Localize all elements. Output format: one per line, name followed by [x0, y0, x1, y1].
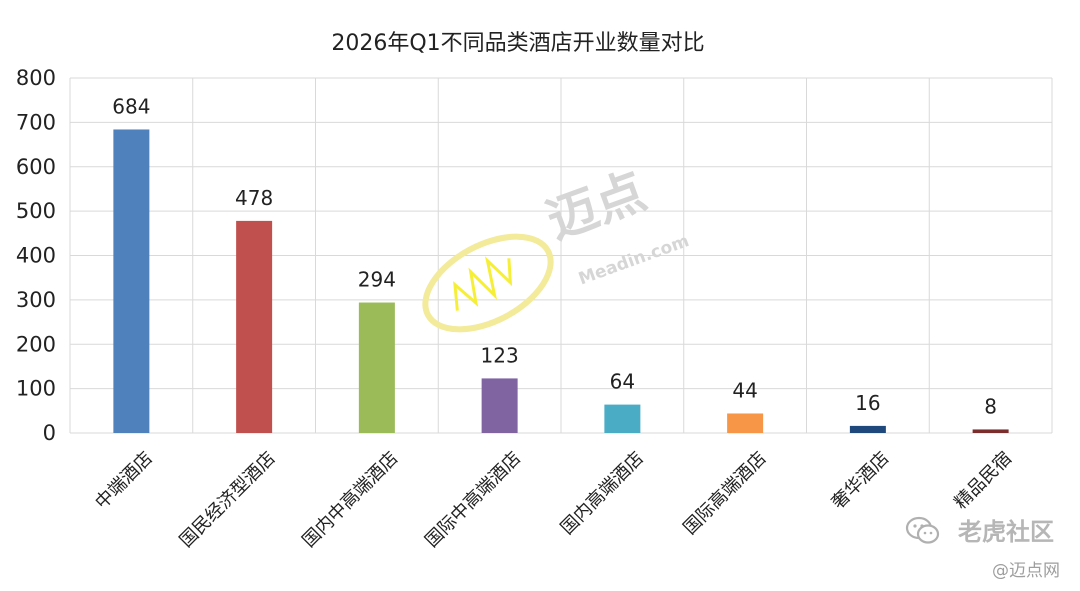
bar	[604, 404, 641, 433]
y-tick-label: 200	[16, 332, 56, 356]
data-label: 44	[732, 378, 757, 402]
data-label: 684	[112, 94, 150, 118]
bar	[972, 429, 1009, 433]
x-tick-label: 国民经济型酒店	[176, 448, 280, 552]
x-tick-label: 国际中高端酒店	[421, 448, 525, 552]
y-axis: 0 100 200 300 400 500 600 700 800	[16, 66, 56, 445]
x-tick-label: 精品民宿	[950, 448, 1016, 514]
x-tick-label: 国内中高端酒店	[298, 448, 402, 552]
x-tick-label: 国际高端酒店	[679, 448, 770, 539]
x-tick-label: 国内高端酒店	[557, 448, 648, 539]
bar	[727, 413, 764, 433]
y-tick-label: 100	[16, 377, 56, 401]
watermark-brand: 迈点	[540, 162, 654, 251]
bar	[481, 378, 518, 433]
bar	[113, 129, 150, 433]
y-tick-label: 400	[16, 244, 56, 268]
x-tick-label: 中端酒店	[91, 448, 157, 514]
y-tick-label: 800	[16, 66, 56, 90]
y-tick-label: 0	[43, 421, 56, 445]
x-axis: 中端酒店 国民经济型酒店 国内中高端酒店 国际中高端酒店 国内高端酒店 国际高端酒店 奢华酒…	[91, 448, 1016, 552]
data-label: 478	[235, 186, 273, 210]
y-tick-label: 500	[16, 199, 56, 223]
footer-community-label: 老虎社区	[958, 518, 1054, 546]
bar	[849, 425, 886, 433]
meadin-logo-icon	[422, 233, 554, 333]
footer-source-label: @迈点网	[992, 561, 1060, 581]
data-labels: 684 478 294 123 64 44 16 8	[112, 94, 997, 418]
data-label: 8	[984, 394, 997, 418]
bar	[236, 220, 273, 433]
data-label: 294	[358, 268, 396, 292]
y-tick-label: 300	[16, 288, 56, 312]
data-label: 64	[610, 370, 635, 394]
y-tick-label: 700	[16, 110, 56, 134]
watermark-domain: Meadin.com	[576, 231, 692, 289]
bars	[113, 129, 1009, 433]
chart-title: 2026年Q1不同品类酒店开业数量对比	[331, 31, 704, 56]
data-label: 16	[855, 391, 880, 415]
wechat-icon	[905, 516, 940, 544]
gridlines	[69, 77, 1053, 434]
data-label: 123	[481, 343, 519, 367]
y-tick-label: 600	[16, 155, 56, 179]
bar	[358, 302, 395, 433]
x-tick-label: 奢华酒店	[828, 448, 894, 514]
